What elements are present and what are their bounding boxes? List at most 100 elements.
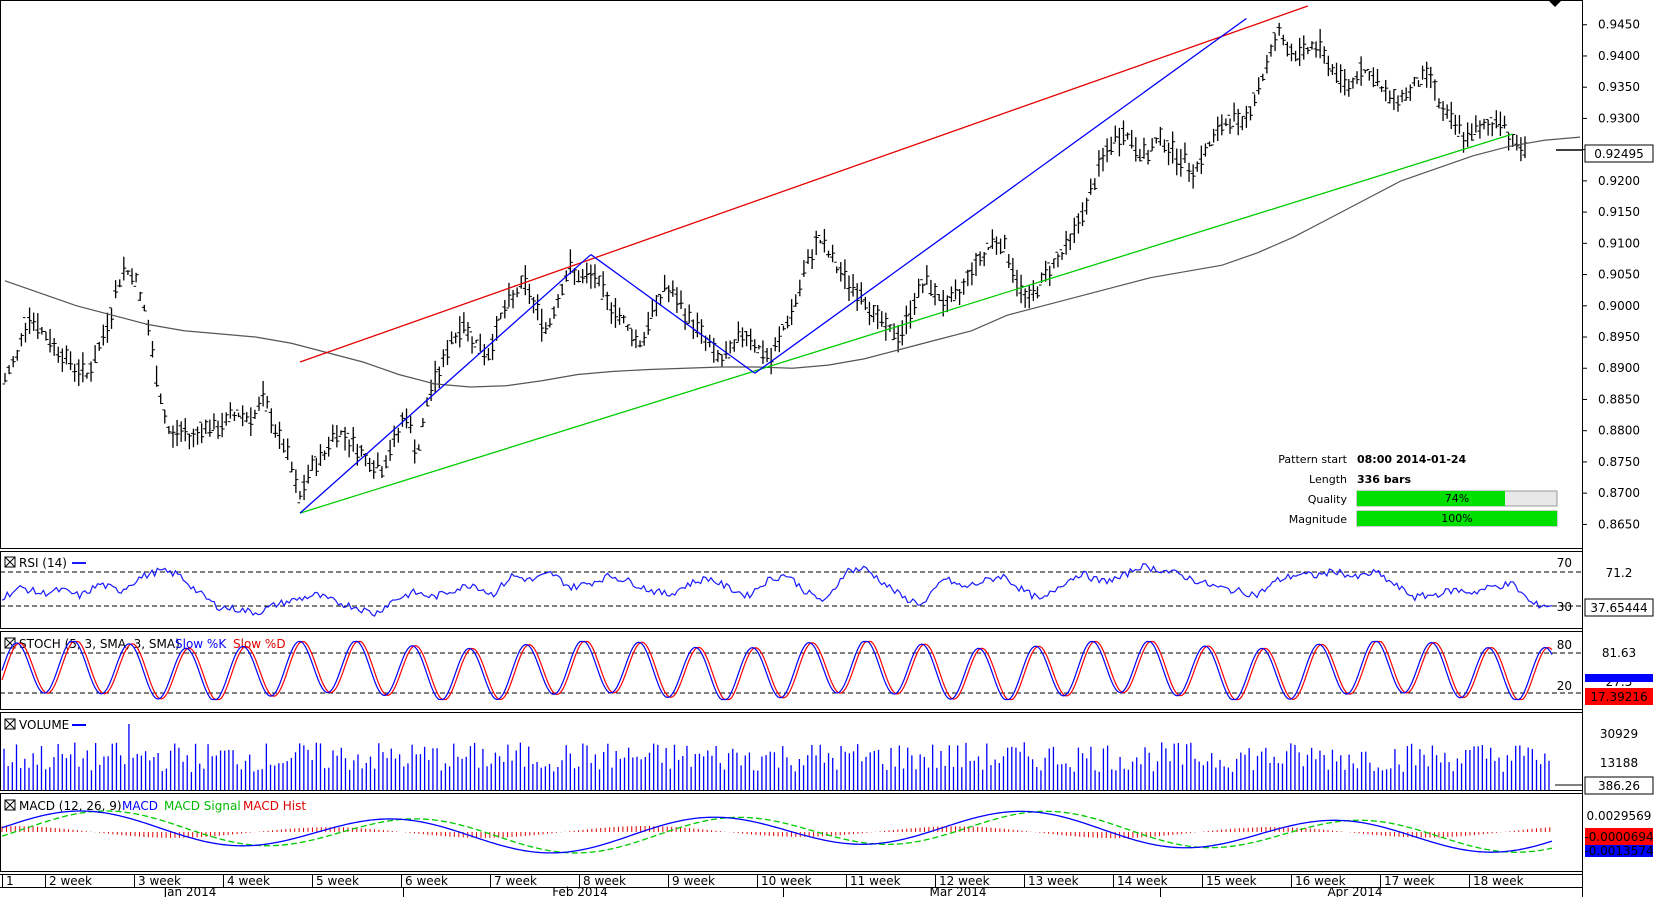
price-bar: [1088, 178, 1094, 195]
price-bar: [420, 417, 426, 428]
price-bar: [490, 333, 496, 361]
price-bar: [88, 361, 94, 382]
macd-current-a: -0.0000694: [1584, 830, 1653, 844]
stoch-panel: STOCH (5, 3, SMA, 3, SMA) Slow %K Slow %…: [0, 637, 1653, 705]
price-bar: [600, 271, 606, 300]
price-bar: [1436, 98, 1442, 109]
macd-panel: MACD (12, 26, 9) MACD MACD Signal MACD H…: [1, 799, 1654, 858]
price-bar: [694, 312, 700, 338]
price-bar: [1338, 64, 1344, 93]
price-bar: [830, 244, 836, 263]
price-bar: [285, 438, 291, 461]
price-tick-label: 0.9000: [1598, 299, 1640, 313]
price-bar: [617, 307, 623, 325]
price-bar: [477, 333, 483, 354]
price-bar: [1424, 61, 1430, 88]
price-bar: [1301, 35, 1307, 60]
week-label: 2 week: [49, 874, 92, 888]
price-bar: [416, 444, 422, 451]
price-bar: [457, 316, 463, 348]
price-bar: [965, 269, 971, 287]
price-bar: [1514, 134, 1520, 151]
price-bar: [326, 436, 332, 457]
stoch-title: STOCH (5, 3, SMA, 3, SMA): [19, 637, 180, 651]
sma-line: [4, 136, 1581, 388]
price-bar: [903, 305, 909, 335]
price-bar: [133, 272, 139, 287]
price-bar: [518, 275, 524, 289]
price-bar: [1145, 149, 1151, 165]
price-bar: [1108, 136, 1114, 156]
week-label: 16 week: [1295, 874, 1346, 888]
stoch-axis-tick: 81.63: [1602, 646, 1636, 660]
price-bar: [551, 306, 557, 319]
volume-tick-2: 13188: [1600, 756, 1638, 770]
price-bar: [1477, 120, 1483, 139]
macd-signal-line: [1, 810, 1553, 854]
price-bar: [1252, 92, 1258, 107]
price-bar: [2, 373, 8, 385]
price-bar: [43, 330, 49, 341]
price-bar: [1112, 125, 1118, 144]
price-bar: [59, 348, 65, 372]
price-bar: [203, 419, 209, 434]
price-bar: [973, 252, 979, 277]
pattern-length-label: Length: [1309, 473, 1347, 486]
price-bar: [912, 293, 918, 316]
price-bar: [1063, 230, 1069, 255]
price-bar: [821, 228, 827, 253]
price-bar: [764, 347, 770, 363]
price-bar: [1395, 95, 1401, 112]
pattern-start-label: Pattern start: [1278, 453, 1347, 466]
price-bar: [1231, 102, 1237, 127]
panel-frames: [0, 0, 1583, 897]
price-bar: [780, 323, 786, 331]
stoch-k-line: [1, 640, 1553, 701]
volume-title: VOLUME: [19, 718, 69, 732]
price-bar: [408, 415, 414, 434]
price-bar: [854, 283, 860, 311]
price-bar: [125, 270, 131, 275]
price-bar: [1055, 251, 1061, 268]
price-bar: [1297, 37, 1303, 66]
price-bar: [350, 427, 356, 452]
price-bar: [1305, 47, 1311, 55]
price-bar: [129, 268, 135, 285]
pattern-quality-label: Quality: [1308, 493, 1348, 506]
price-bar: [506, 282, 512, 309]
pattern-leg-1: [299, 254, 592, 514]
price-bar: [1133, 137, 1139, 162]
price-bar: [215, 420, 221, 439]
price-bar: [850, 273, 856, 297]
price-bar: [1444, 104, 1450, 119]
price-bar: [641, 331, 647, 346]
price-bar: [567, 249, 573, 275]
price-bar: [858, 282, 864, 305]
price-tick-label: 0.9050: [1598, 268, 1640, 282]
price-bar: [371, 460, 377, 479]
price-bar: [166, 426, 172, 435]
price-bar: [1293, 50, 1299, 62]
pattern-length-value: 336 bars: [1357, 473, 1412, 486]
price-bar: [1141, 137, 1147, 159]
price-bar: [842, 259, 848, 290]
price-bar: [170, 425, 176, 448]
price-bar: [662, 274, 668, 292]
price-bar: [231, 411, 237, 422]
price-bar: [18, 333, 24, 347]
price-bar: [1350, 77, 1356, 89]
price-bar: [1202, 143, 1208, 157]
week-label: 4 week: [227, 874, 270, 888]
macd-axis-tick: 0.0029569: [1587, 809, 1652, 823]
price-bar: [629, 327, 635, 347]
price-bar: [1522, 136, 1528, 159]
price-bar: [72, 363, 78, 382]
price-tick-label: 0.8800: [1598, 424, 1640, 438]
price-bar: [109, 307, 115, 329]
price-bar: [1280, 34, 1286, 46]
pattern-start-value: 08:00 2014-01-24: [1357, 453, 1467, 466]
price-bar: [977, 251, 983, 266]
stoch-current-value: 17.39216: [1590, 690, 1647, 704]
